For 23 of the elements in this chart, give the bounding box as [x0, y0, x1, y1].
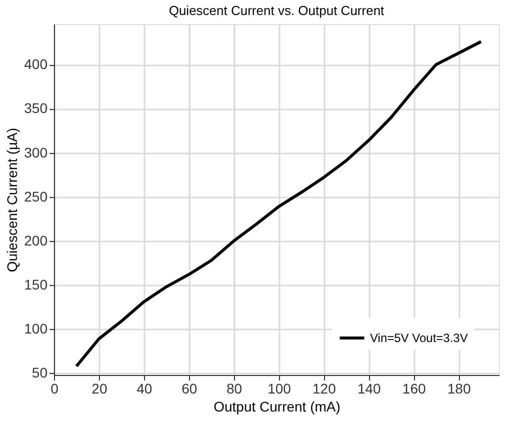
x-tick-label: 20 — [92, 380, 108, 396]
y-tick-label: 300 — [24, 144, 48, 160]
y-tick-label: 250 — [24, 188, 48, 204]
line-series — [74, 40, 483, 368]
x-tick-label: 40 — [136, 380, 152, 396]
x-tick-label: 100 — [268, 380, 292, 396]
x-tick-label: 80 — [226, 380, 242, 396]
legend-label: Vin=5V Vout=3.3V — [370, 331, 468, 345]
y-axis-title: Quiescent Current (µA) — [4, 128, 20, 272]
y-tick-label: 50 — [32, 364, 48, 381]
y-tick-label: 200 — [24, 232, 48, 248]
y-tick-label: 350 — [24, 100, 48, 116]
x-tick-label: 120 — [312, 380, 336, 396]
x-axis-title: Output Current (mA) — [214, 398, 340, 414]
y-tick-label: 100 — [24, 320, 48, 337]
chart-title: Quiescent Current vs. Output Current — [168, 3, 385, 18]
y-tick-label: 150 — [24, 276, 48, 293]
x-tick-label: 180 — [447, 380, 471, 396]
x-tick-label: 160 — [402, 380, 426, 396]
x-tick-label: 0 — [50, 380, 59, 396]
x-tick-label: 140 — [357, 380, 382, 396]
y-tick-label: 400 — [24, 56, 48, 72]
x-tick-label: 60 — [182, 380, 198, 396]
